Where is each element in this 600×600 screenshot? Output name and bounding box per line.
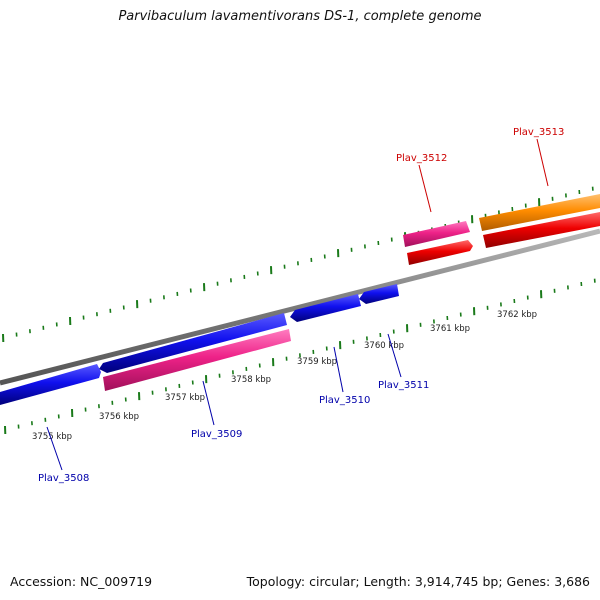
gene-plav-3512-pink <box>403 221 470 247</box>
kbp-label-3755: 3755 kbp <box>32 432 72 442</box>
gene-label-plav-3513[interactable]: Plav_3513 <box>513 127 564 138</box>
kbp-labels: 3755 kbp 3756 kbp 3757 kbp 3758 kbp 3759… <box>32 310 537 442</box>
kbp-label-3758: 3758 kbp <box>231 375 271 385</box>
gene-label-plav-3508[interactable]: Plav_3508 <box>38 473 89 484</box>
gene-plav-3512-red <box>407 240 473 265</box>
kbp-label-3756: 3756 kbp <box>99 412 139 422</box>
gene-plav-3511-blue <box>359 284 399 304</box>
inner-tick-track <box>4 278 596 435</box>
gene-leader-lines <box>46 138 549 471</box>
leader-plav-3509 <box>202 380 215 426</box>
gene-plav-3510-blue <box>290 294 361 322</box>
genome-backbone <box>0 228 600 386</box>
leader-plav-3512 <box>418 164 432 213</box>
kbp-label-3761: 3761 kbp <box>430 324 470 334</box>
leader-plav-3508 <box>46 426 63 471</box>
kbp-label-3757: 3757 kbp <box>165 393 205 403</box>
accession-text: Accession: NC_009719 <box>10 574 153 589</box>
outer-tick-track <box>2 186 594 343</box>
kbp-label-3759: 3759 kbp <box>297 357 337 367</box>
gene-label-plav-3511[interactable]: Plav_3511 <box>378 380 429 391</box>
gene-label-plav-3512[interactable]: Plav_3512 <box>396 153 447 164</box>
map-title: Parvibaculum lavamentivorans DS-1, compl… <box>118 9 482 24</box>
gene-plav-3513-red <box>483 212 600 248</box>
genome-summary-text: Topology: circular; Length: 3,914,745 bp… <box>246 574 590 589</box>
leader-plav-3510 <box>333 346 344 393</box>
gene-labels: Plav_3508 Plav_3509 Plav_3510 Plav_3511 … <box>38 127 564 484</box>
gene-plav-3508-blue <box>0 364 101 405</box>
kbp-label-3760: 3760 kbp <box>364 341 404 351</box>
gene-label-plav-3509[interactable]: Plav_3509 <box>191 429 242 440</box>
leader-plav-3513 <box>536 138 549 187</box>
leader-plav-3511 <box>387 333 402 378</box>
gene-plav-3509-blue <box>99 313 287 373</box>
kbp-label-3762: 3762 kbp <box>497 310 537 320</box>
gene-plav-3509-pink <box>103 329 291 391</box>
gene-plav-3513-orange <box>479 194 600 231</box>
gene-label-plav-3510[interactable]: Plav_3510 <box>319 395 370 406</box>
